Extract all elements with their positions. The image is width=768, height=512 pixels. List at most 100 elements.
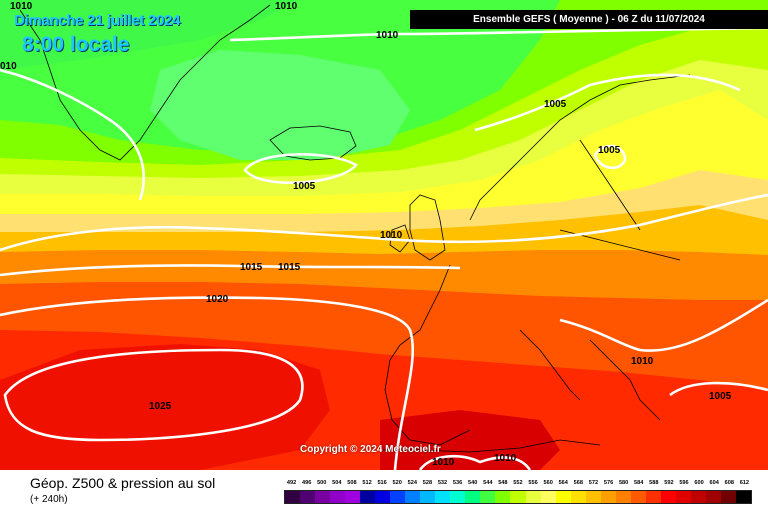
color-scale-label: 532 xyxy=(437,480,448,486)
isobar-1010-mid xyxy=(0,193,768,252)
valid-time: 8:00 locale xyxy=(22,33,130,56)
color-scale-label: 500 xyxy=(317,480,327,486)
color-scale-bar xyxy=(284,490,752,504)
color-scale-swatch xyxy=(315,491,331,503)
color-scale-label: 584 xyxy=(634,480,644,486)
color-scale-swatch xyxy=(300,491,316,503)
isobar-label: 1015 xyxy=(278,262,301,273)
lead-time: (+ 240h) xyxy=(30,494,68,505)
color-scale-label: 560 xyxy=(543,480,553,486)
isobar-label: 1005 xyxy=(709,391,732,402)
color-scale-swatch xyxy=(600,491,616,503)
greenland-coast xyxy=(19,4,271,161)
color-scale-label: 580 xyxy=(618,480,629,486)
color-scale-label: 508 xyxy=(347,480,357,486)
color-scale-swatch xyxy=(735,491,751,503)
color-scale-swatch xyxy=(675,491,691,503)
color-scale-label: 524 xyxy=(407,480,417,486)
color-scale-label: 496 xyxy=(301,480,312,486)
geopotential-map: 1010 1010 010 1005 1005 1005 1010 1015 1… xyxy=(0,0,768,470)
color-scale-label: 576 xyxy=(603,480,614,486)
color-scale-swatch xyxy=(465,491,481,503)
color-scale-swatch xyxy=(630,491,646,503)
color-scale-swatch xyxy=(435,491,451,503)
color-scale-label: 552 xyxy=(513,480,523,486)
color-scale-label: 556 xyxy=(528,480,538,486)
isobar-1015 xyxy=(0,264,461,277)
color-scale-label: 612 xyxy=(739,480,750,486)
copyright-text: Copyright © 2024 Meteociel.fr xyxy=(300,444,441,455)
color-scale-label: 516 xyxy=(377,480,387,486)
color-scale-swatch xyxy=(525,491,541,503)
color-scale-swatch xyxy=(510,491,526,503)
isobar-label: 1025 xyxy=(149,401,172,412)
color-scale-label: 548 xyxy=(498,480,508,486)
color-scale-label: 536 xyxy=(452,480,463,486)
isobar-1020 xyxy=(0,296,414,470)
color-scale-swatch xyxy=(420,491,436,503)
isobar-labels: 1010 1010 010 1005 1005 1005 1010 1015 1… xyxy=(0,1,732,468)
color-scale-swatch xyxy=(720,491,736,503)
color-scale-swatch xyxy=(570,491,586,503)
color-scale-swatch xyxy=(450,491,466,503)
color-scale-swatch xyxy=(480,491,496,503)
norway-coast xyxy=(469,74,691,221)
color-scale-swatch xyxy=(285,491,301,503)
color-scale-swatch xyxy=(540,491,556,503)
isobar-label: 010 xyxy=(0,61,17,72)
band-low xyxy=(150,50,410,160)
color-scale-swatch xyxy=(390,491,406,503)
isobar-1010-east xyxy=(559,298,768,352)
band-hot-africa xyxy=(380,410,560,470)
color-scale-swatch xyxy=(615,491,631,503)
britain-coast xyxy=(409,194,446,261)
color-scale-label: 600 xyxy=(694,480,704,486)
color-scale-label: 568 xyxy=(573,480,583,486)
africa-coast xyxy=(380,439,601,453)
isobar-1010-south xyxy=(418,454,532,470)
valid-date: Dimanche 21 juillet 2024 xyxy=(14,12,181,29)
color-scale-swatch xyxy=(705,491,721,503)
color-scale-swatch xyxy=(585,491,601,503)
color-scale-swatch xyxy=(405,491,421,503)
legend-footer: Géop. Z500 & pression au sol (+ 240h) 49… xyxy=(0,470,768,512)
color-scale-label: 608 xyxy=(724,480,734,486)
color-scale-label: 540 xyxy=(468,480,478,486)
ireland-coast xyxy=(389,224,411,253)
isobar-1005-iceland xyxy=(243,153,358,185)
balkan-coast xyxy=(589,339,661,421)
color-scale-label: 592 xyxy=(664,480,674,486)
color-scale-label: 492 xyxy=(286,480,297,486)
isobar-label: 1010 xyxy=(376,30,399,41)
isobar-label: 1005 xyxy=(544,99,567,110)
color-scale-swatch xyxy=(360,491,376,503)
color-scale-swatch xyxy=(375,491,391,503)
color-scale-swatch xyxy=(690,491,706,503)
color-scale-label: 512 xyxy=(362,480,372,486)
color-scale-label: 504 xyxy=(332,480,342,486)
france-spain-coast xyxy=(384,264,471,446)
color-scale-label: 596 xyxy=(679,480,689,486)
isobar-label: 1010 xyxy=(432,457,455,468)
isobar-label: 1010 xyxy=(494,453,517,464)
color-scale-swatch xyxy=(660,491,676,503)
color-scale-label: 544 xyxy=(483,480,493,486)
color-scale-swatch xyxy=(645,491,661,503)
isobar-1010-greenland xyxy=(0,68,145,201)
color-scale-label: 528 xyxy=(422,480,433,486)
color-scale-label: 520 xyxy=(392,480,402,486)
isobar-label: 1010 xyxy=(275,1,298,12)
run-info-banner: Ensemble GEFS ( Moyenne ) - 06 Z du 11/0… xyxy=(410,10,768,29)
isobar-label: 1005 xyxy=(598,145,621,156)
band-cold xyxy=(0,0,300,70)
isobar-label: 1010 xyxy=(380,230,403,241)
color-scale-swatch xyxy=(495,491,511,503)
color-scale-label: 564 xyxy=(558,480,568,486)
iceland-coast xyxy=(269,125,357,161)
isobar-1005-east xyxy=(669,381,768,397)
isobar-label: 1010 xyxy=(10,1,33,12)
color-scale-label: 604 xyxy=(709,480,719,486)
color-scale-label: 588 xyxy=(649,480,659,486)
color-scale-label: 572 xyxy=(588,480,599,486)
isobar-1005-scandinavia xyxy=(474,73,741,132)
